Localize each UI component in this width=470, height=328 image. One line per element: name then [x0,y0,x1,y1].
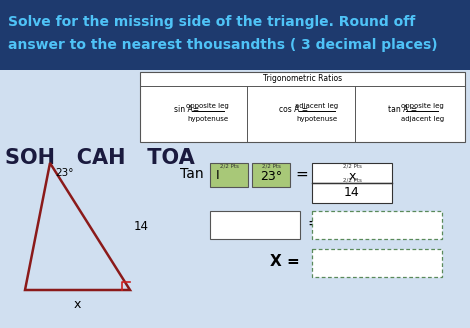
FancyBboxPatch shape [252,163,290,187]
Text: adjacent leg: adjacent leg [295,103,338,109]
Text: =: = [307,216,320,231]
Text: x: x [348,170,356,183]
Text: opposite leg: opposite leg [401,103,444,109]
Text: sin A=: sin A= [173,106,199,114]
Text: answer to the nearest thousandths ( 3 decimal places): answer to the nearest thousandths ( 3 de… [8,38,438,52]
Text: Trigonometric Ratios: Trigonometric Ratios [263,74,342,83]
Text: 2/2 Pts: 2/2 Pts [262,164,281,169]
Text: tan A =: tan A = [388,106,417,114]
FancyBboxPatch shape [312,183,392,203]
FancyBboxPatch shape [0,0,470,70]
Text: X =: X = [270,254,300,269]
Text: SOH   CAH   TOA: SOH CAH TOA [5,148,195,168]
Text: hypotenuse: hypotenuse [187,116,228,122]
Text: opposite leg: opposite leg [186,103,229,109]
Text: Tan: Tan [180,167,204,181]
Text: cos A =: cos A = [279,106,308,114]
Text: Solve for the missing side of the triangle. Round off: Solve for the missing side of the triang… [8,15,415,29]
FancyBboxPatch shape [312,249,442,277]
Text: 2/2 Pts: 2/2 Pts [343,164,361,169]
Text: 23°: 23° [260,170,282,183]
Text: 14: 14 [344,187,360,199]
Text: x: x [74,298,81,311]
FancyBboxPatch shape [210,163,248,187]
Text: 2/2 Pts: 2/2 Pts [219,164,238,169]
Text: 14: 14 [134,220,149,233]
Text: adjacent leg: adjacent leg [400,116,444,122]
Text: hypotenuse: hypotenuse [296,116,337,122]
FancyBboxPatch shape [140,72,465,142]
FancyBboxPatch shape [210,211,300,239]
Text: I: I [216,169,219,182]
Text: 2/2 Pts: 2/2 Pts [343,178,361,183]
Text: =: = [295,167,308,182]
FancyBboxPatch shape [312,211,442,239]
FancyBboxPatch shape [312,163,392,183]
Text: 23°: 23° [55,168,73,178]
